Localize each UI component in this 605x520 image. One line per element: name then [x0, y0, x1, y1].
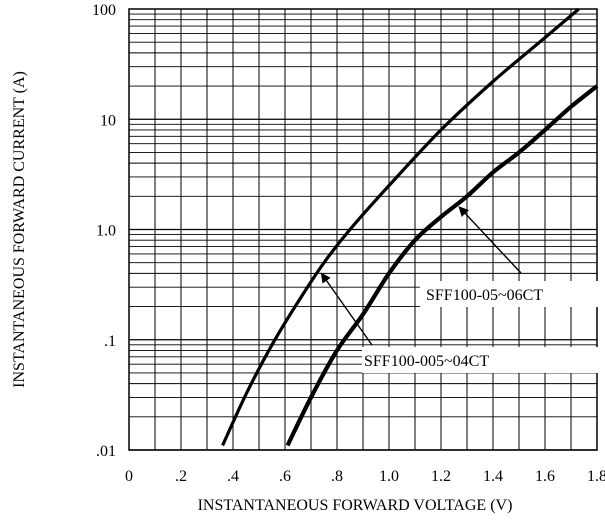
annotation-label: SFF100-005~04CT — [364, 353, 489, 370]
y-tick-labels: 100 10 1.0 .1 .01 — [92, 2, 116, 460]
y-tick-label: .1 — [104, 333, 116, 350]
annotation-arrow — [458, 206, 522, 274]
x-tick-label: 1.2 — [431, 468, 451, 485]
plot-frame — [128, 8, 598, 451]
x-tick-label: .4 — [227, 468, 239, 485]
annotation-label: SFF100-05~06CT — [426, 287, 543, 304]
annotation-box — [362, 347, 598, 373]
y-tick-label: 100 — [92, 2, 116, 19]
x-tick-labels: 0 .2 .4 .6 .8 1.0 1.2 1.4 1.6 1.8 — [125, 468, 605, 485]
annotation-arrow — [320, 272, 373, 346]
x-tick-label: 1.0 — [379, 468, 399, 485]
x-tick-label: .8 — [331, 468, 343, 485]
curves — [221, 7, 599, 447]
x-tick-label: .2 — [175, 468, 187, 485]
annotation-box — [420, 281, 600, 307]
y-axis-label: INSTANTANEOUS FORWARD CURRENT (A) — [11, 71, 28, 388]
x-tick-label: 1.8 — [587, 468, 605, 485]
x-tick-label: .6 — [279, 468, 291, 485]
y-tick-label: 10 — [100, 112, 116, 129]
y-tick-label: .01 — [96, 443, 116, 460]
series-line-2 — [285, 84, 599, 447]
series-line-1 — [221, 7, 580, 447]
plot-grid — [128, 9, 597, 451]
x-tick-label: 1.4 — [483, 468, 503, 485]
y-tick-label: 1.0 — [96, 223, 116, 240]
x-axis-label: INSTANTANEOUS FORWARD VOLTAGE (V) — [198, 497, 513, 514]
x-tick-label: 0 — [125, 468, 133, 485]
annotations: SFF100-05~06CT SFF100-005~04CT — [320, 206, 600, 373]
x-tick-label: 1.6 — [535, 468, 555, 485]
